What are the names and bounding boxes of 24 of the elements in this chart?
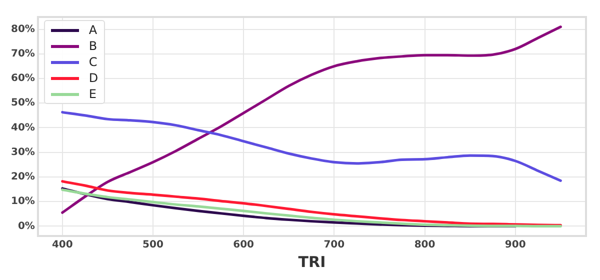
y-tick-label: 60% bbox=[11, 73, 35, 84]
legend-label: B bbox=[88, 39, 98, 53]
y-tick-label: 0% bbox=[18, 220, 35, 232]
x-axis-title: TRI bbox=[298, 252, 326, 271]
legend-label: E bbox=[88, 87, 97, 101]
legend-label: C bbox=[88, 55, 98, 69]
x-tick-label: 600 bbox=[233, 240, 254, 251]
x-tick-label: 500 bbox=[142, 240, 164, 251]
y-tick-label: 80% bbox=[11, 24, 35, 35]
y-tick-label: 20% bbox=[11, 172, 35, 183]
y-tick-label: 70% bbox=[11, 48, 35, 60]
y-tick-label: 40% bbox=[11, 122, 35, 134]
y-tick-label: 50% bbox=[11, 98, 35, 109]
x-tick-label: 400 bbox=[52, 240, 73, 251]
line-series bbox=[61, 180, 562, 226]
legend-label: D bbox=[88, 71, 98, 85]
y-tick-label: 10% bbox=[11, 196, 35, 208]
line-series bbox=[61, 26, 562, 214]
x-tick-label: 800 bbox=[414, 240, 436, 251]
x-tick-label: 900 bbox=[504, 240, 526, 251]
y-tick-label: 30% bbox=[11, 146, 35, 158]
legend-label: A bbox=[88, 23, 98, 37]
line-series bbox=[61, 110, 562, 182]
x-tick-label: 700 bbox=[324, 240, 345, 251]
